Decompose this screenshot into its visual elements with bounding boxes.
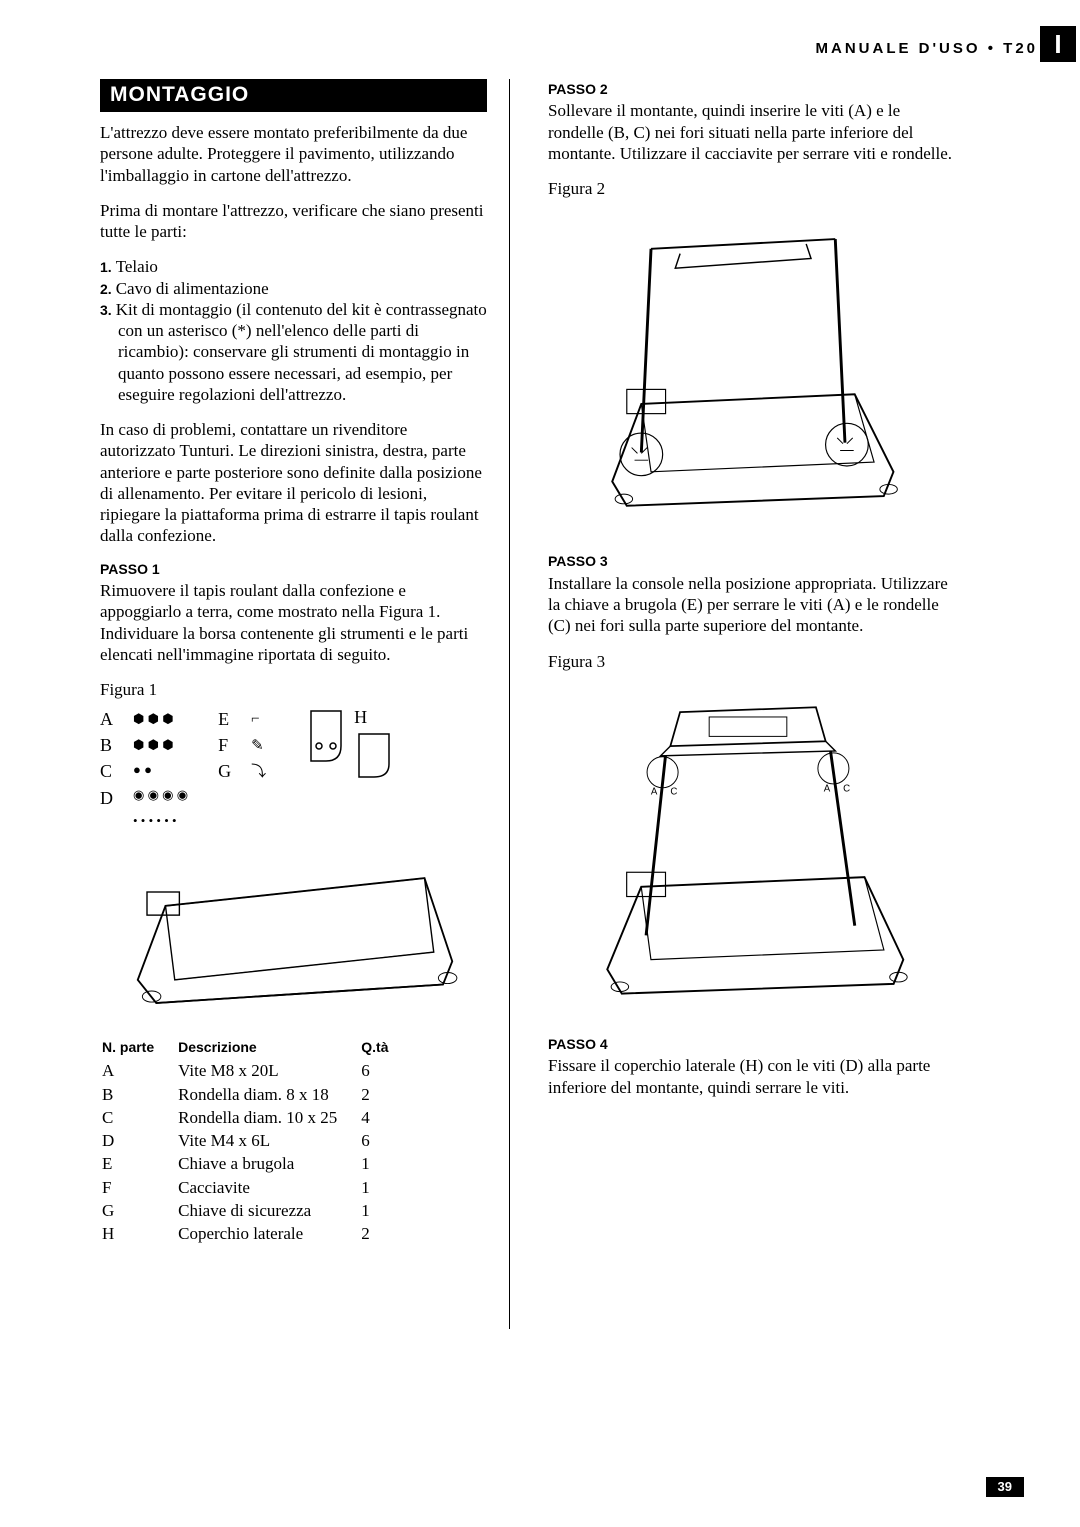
hardware-icon: ● ● <box>133 757 188 782</box>
step2-heading: PASSO 2 <box>548 81 958 99</box>
part-letter: G <box>218 758 231 784</box>
table-row: AVite M8 x 20L6 <box>102 1060 410 1081</box>
svg-text:C: C <box>843 783 850 794</box>
part-letter: A <box>100 706 113 732</box>
side-cover-icon <box>354 729 394 779</box>
part-letter: H <box>354 706 394 729</box>
figure2-illustration <box>548 205 948 535</box>
svg-text:A: A <box>824 783 831 794</box>
part-letter: F <box>218 732 231 758</box>
table-row: DVite M4 x 6L6 <box>102 1130 410 1151</box>
table-row: CRondella diam. 10 x 254 <box>102 1107 410 1128</box>
hardware-icon: ⬢ ⬢ ⬢⬢ ⬢ ⬢ <box>133 706 188 757</box>
figure3-illustration: A C A C <box>548 678 948 1018</box>
intro-para-3: In caso di problemi, contattare un riven… <box>100 419 487 547</box>
tool-icon: ⤵ <box>251 759 266 785</box>
table-row: GChiave di sicurezza1 <box>102 1200 410 1221</box>
table-row: FCacciavite1 <box>102 1177 410 1198</box>
step2-body: Sollevare il montante, quindi inserire l… <box>548 100 958 164</box>
side-cover-icon <box>306 706 346 766</box>
table-row: HCoperchio laterale2 <box>102 1223 410 1244</box>
intro-para-1: L'attrezzo deve essere montato preferibi… <box>100 122 487 186</box>
intro-para-2: Prima di montare l'attrezzo, verificare … <box>100 200 487 243</box>
step3-heading: PASSO 3 <box>548 553 958 571</box>
page-header: MANUALE D'USO • T20 <box>0 0 1080 59</box>
treadmill-base-icon <box>110 804 480 1054</box>
language-tab: I <box>1040 26 1076 62</box>
table-row: BRondella diam. 8 x 182 <box>102 1084 410 1105</box>
figure2-label: Figura 2 <box>548 178 958 199</box>
part-letter: E <box>218 706 231 732</box>
part-letter: B <box>100 732 113 758</box>
page-number: 39 <box>986 1477 1024 1497</box>
left-column: MONTAGGIO L'attrezzo deve essere montato… <box>100 79 510 1329</box>
list-text: Telaio <box>116 257 158 276</box>
figure3-label: Figura 3 <box>548 651 958 672</box>
parts-presence-list: 1.Telaio 2.Cavo di alimentazione 3.Kit d… <box>100 256 487 405</box>
step1-body: Rimuovere il tapis roulant dalla confezi… <box>100 580 487 665</box>
right-column: PASSO 2 Sollevare il montante, quindi in… <box>548 79 958 1329</box>
list-text: Cavo di alimentazione <box>116 279 269 298</box>
treadmill-console-icon: A C A C <box>553 683 943 1013</box>
list-num: 1. <box>100 259 112 275</box>
tool-icon: ⌐ <box>251 706 266 732</box>
list-num: 2. <box>100 281 112 297</box>
list-num: 3. <box>100 302 112 318</box>
svg-text:A: A <box>651 786 658 797</box>
table-row: EChiave a brugola1 <box>102 1153 410 1174</box>
section-title-montaggio: MONTAGGIO <box>100 79 487 112</box>
part-letter: C <box>100 758 113 784</box>
step4-heading: PASSO 4 <box>548 1036 958 1054</box>
figure1-illustration <box>100 839 490 1019</box>
figure1-label: Figura 1 <box>100 679 487 700</box>
treadmill-upright-icon <box>553 210 943 530</box>
tool-icon: ✎ <box>251 733 266 759</box>
svg-text:C: C <box>670 786 677 797</box>
step4-body: Fissare il coperchio laterale (H) con le… <box>548 1055 958 1098</box>
list-text: Kit di montaggio (il contenuto del kit è… <box>116 300 487 404</box>
parts-table: N. parte Descrizione Q.tà AVite M8 x 20L… <box>100 1037 412 1247</box>
step1-heading: PASSO 1 <box>100 561 487 579</box>
step3-body: Installare la console nella posizione ap… <box>548 573 958 637</box>
